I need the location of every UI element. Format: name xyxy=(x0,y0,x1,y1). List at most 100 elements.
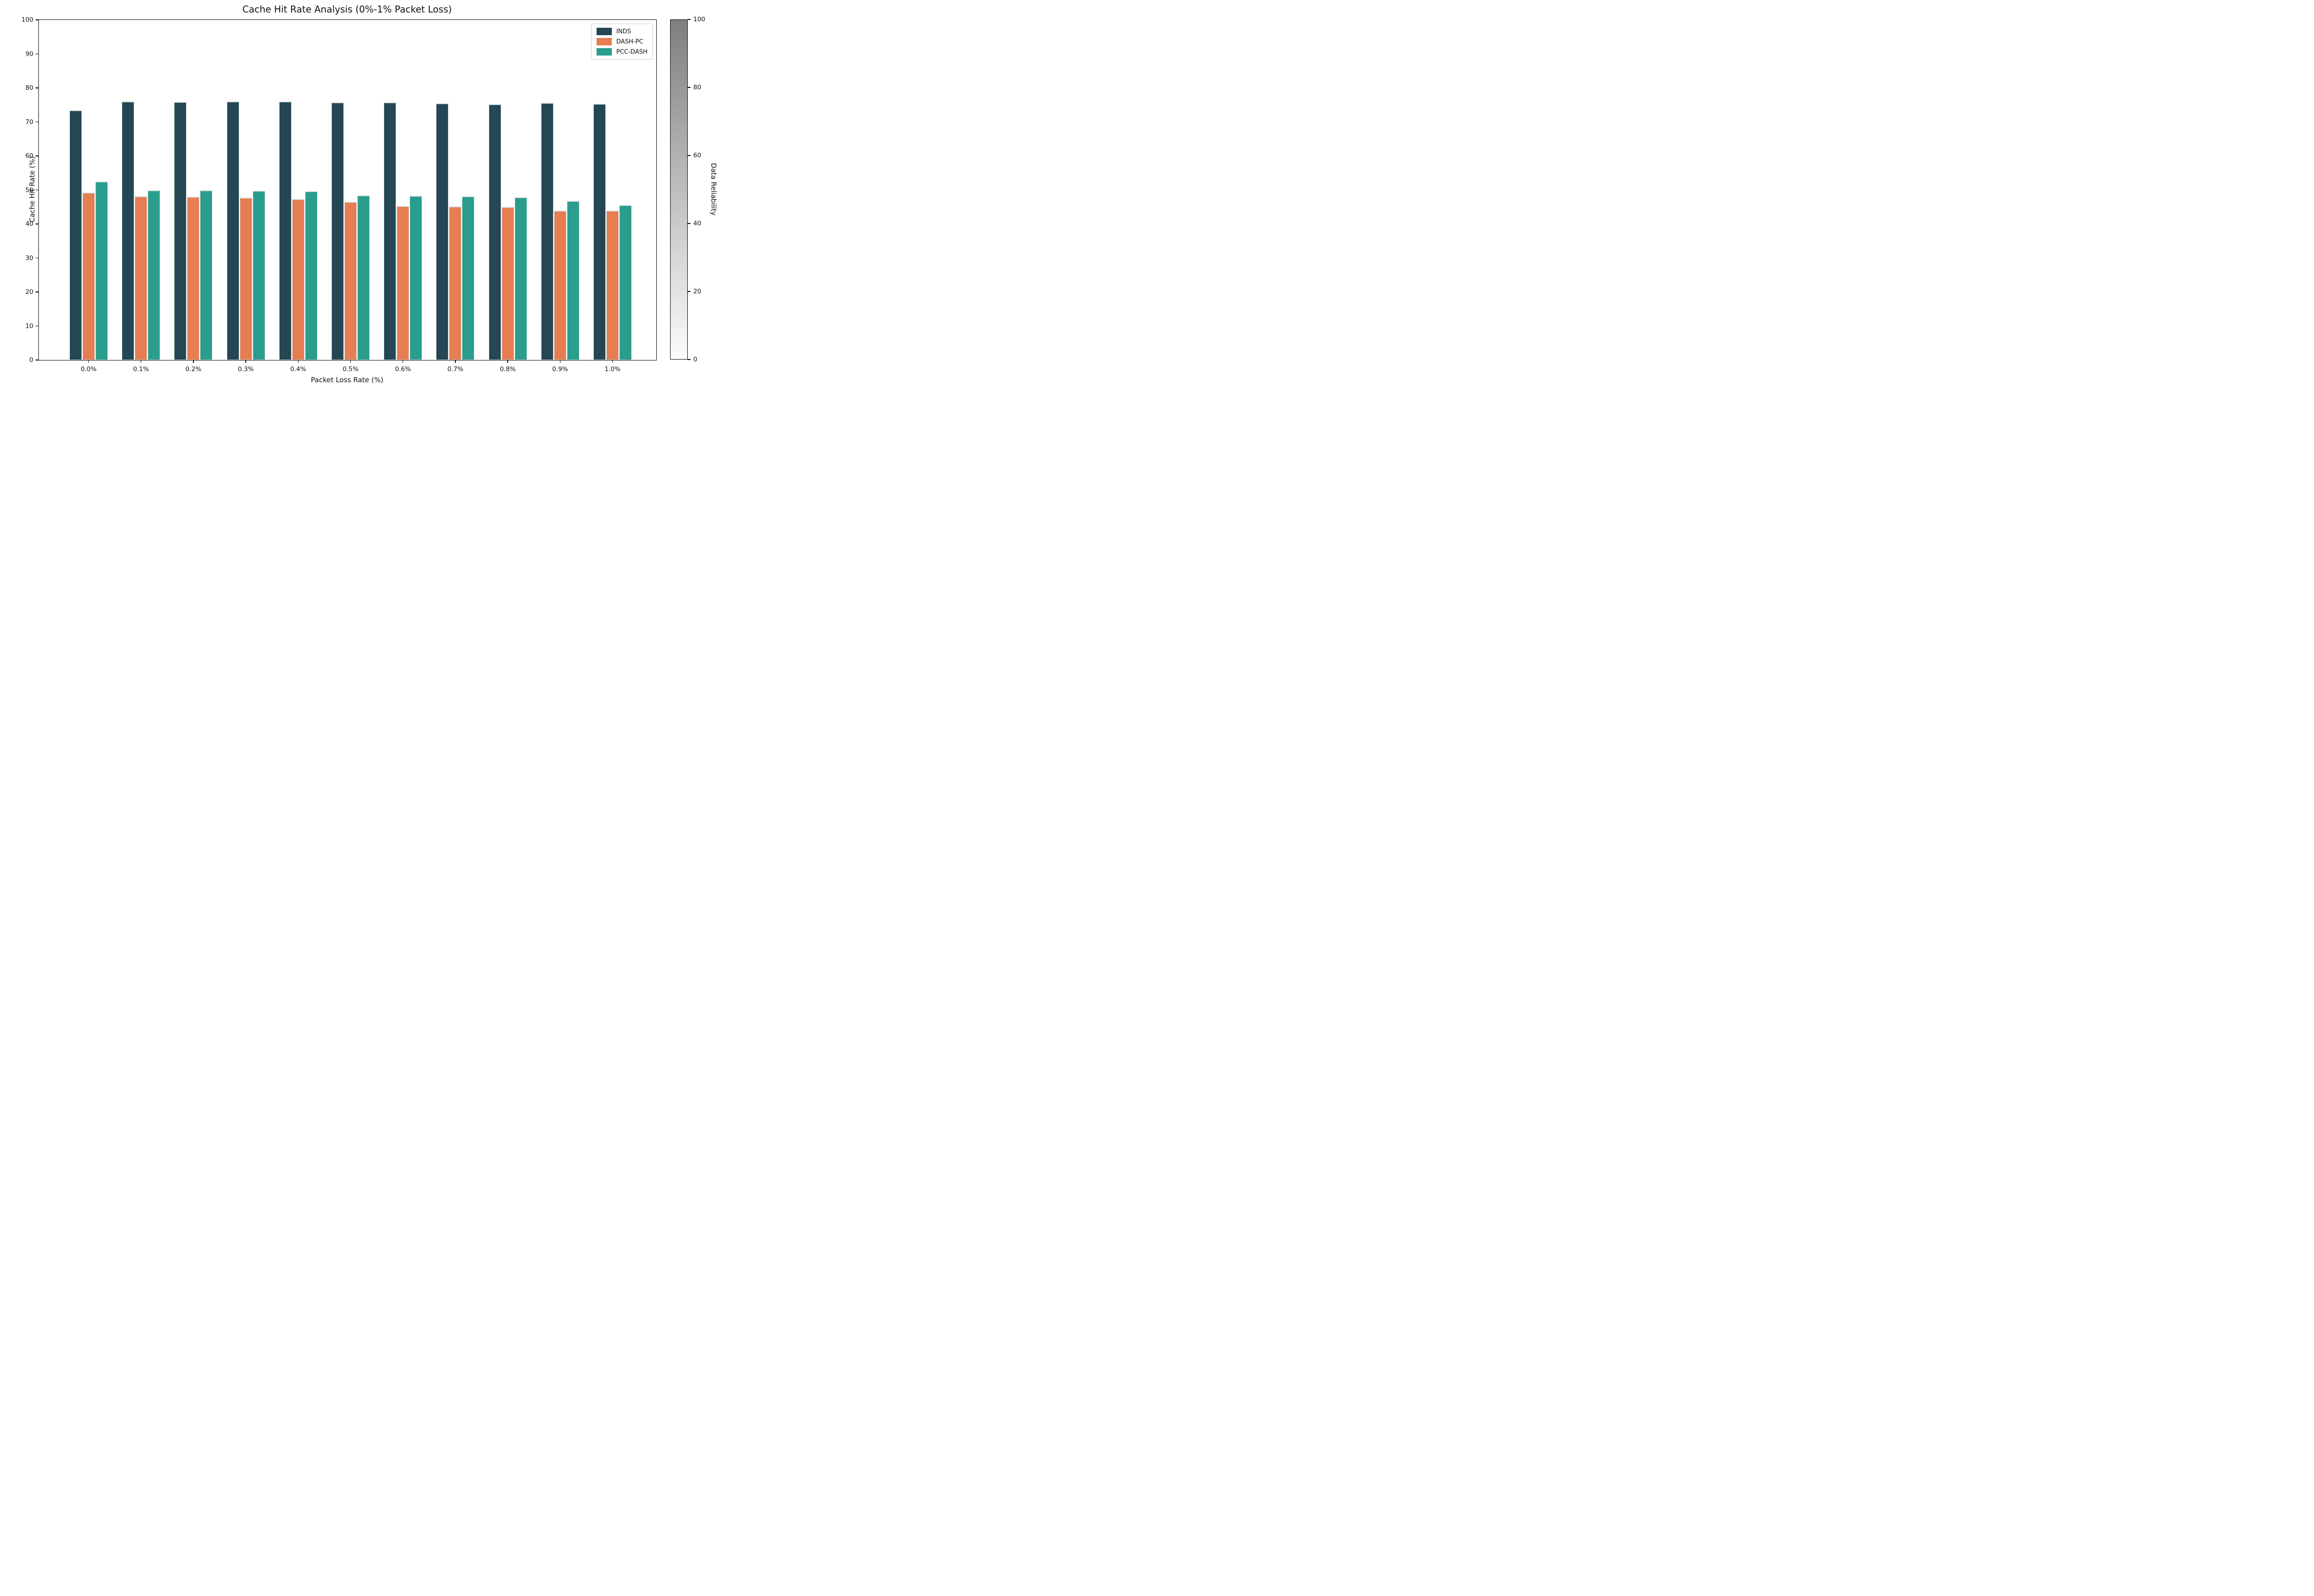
figure: Cache Hit Rate Analysis (0%-1% Packet Lo… xyxy=(0,0,726,391)
x-tick-mark xyxy=(298,360,299,363)
x-tick-label: 0.4% xyxy=(290,366,306,373)
bar-dash-pc-0.8% xyxy=(501,206,514,360)
x-tick-label: 0.7% xyxy=(447,366,464,373)
x-tick-label: 0.2% xyxy=(185,366,202,373)
bar-dash-pc-0.3% xyxy=(239,197,252,360)
bar-pcc-dash-0.9% xyxy=(566,201,579,360)
legend-label: DASH-PC xyxy=(616,38,643,45)
colorbar-tick-mark xyxy=(688,223,690,224)
y-tick-mark xyxy=(36,155,38,156)
bar-inds-0.6% xyxy=(384,102,397,360)
colorbar-tick-label: 80 xyxy=(693,84,702,91)
bar-pcc-dash-0.7% xyxy=(462,196,475,360)
y-tick-mark xyxy=(36,325,38,327)
bar-inds-0.1% xyxy=(122,101,135,360)
x-tick-mark xyxy=(612,360,613,363)
legend-label: PCC-DASH xyxy=(616,48,647,56)
legend-entry-inds: INDS xyxy=(596,28,647,35)
y-tick-label: 30 xyxy=(25,254,33,262)
bar-pcc-dash-1.0% xyxy=(619,205,632,360)
bar-pcc-dash-0.5% xyxy=(357,195,370,360)
plot-area: 0 10 20 30 40 50 60 70 80 90 100 0.0% 0.1% 0.2% 0.3% 0.… xyxy=(21,16,657,373)
x-tick-mark xyxy=(193,360,194,363)
x-tick-label: 0.6% xyxy=(395,366,411,373)
x-tick-mark xyxy=(455,360,456,363)
y-tick-mark xyxy=(36,257,38,259)
bar-dash-pc-1.0% xyxy=(606,211,619,360)
x-tick-mark xyxy=(350,360,351,363)
bar-pcc-dash-0.2% xyxy=(200,190,213,360)
bar-inds-0.3% xyxy=(226,101,239,360)
bar-inds-0.2% xyxy=(174,102,187,360)
bar-pcc-dash-0.8% xyxy=(514,197,527,360)
colorbar xyxy=(670,19,688,360)
x-tick-label: 0.9% xyxy=(552,366,568,373)
legend-label: INDS xyxy=(616,28,631,35)
y-tick-label: 40 xyxy=(25,220,33,228)
bar-inds-1.0% xyxy=(593,103,606,360)
x-tick-label: 0.5% xyxy=(342,366,359,373)
legend-swatch-icon xyxy=(596,28,612,35)
bar-dash-pc-0.2% xyxy=(187,197,200,360)
y-tick-label: 10 xyxy=(25,322,33,330)
legend-swatch-icon xyxy=(596,38,612,45)
y-tick-label: 100 xyxy=(21,16,33,24)
colorbar-tick-mark xyxy=(688,291,690,292)
legend: INDS DASH-PC PCC-DASH xyxy=(591,24,653,60)
bar-pcc-dash-0.0% xyxy=(95,181,108,360)
bar-pcc-dash-0.3% xyxy=(252,190,265,360)
colorbar-tick-mark xyxy=(688,87,690,88)
y-tick-mark xyxy=(36,121,38,123)
y-tick-label: 90 xyxy=(25,50,33,58)
x-tick-mark xyxy=(245,360,246,363)
bar-dash-pc-0.5% xyxy=(344,201,357,360)
x-tick-mark xyxy=(402,360,404,363)
x-tick-mark xyxy=(88,360,89,363)
legend-entry-dash-pc: DASH-PC xyxy=(596,38,647,45)
bar-dash-pc-0.7% xyxy=(449,206,462,360)
y-tick-label: 0 xyxy=(29,356,33,364)
colorbar-tick-label: 40 xyxy=(693,220,702,227)
bar-pcc-dash-0.6% xyxy=(410,196,423,360)
x-tick-label: 1.0% xyxy=(604,366,621,373)
y-tick-label: 80 xyxy=(25,84,33,92)
colorbar-tick-mark xyxy=(688,155,690,156)
x-tick-label: 0.8% xyxy=(499,366,516,373)
bar-inds-0.7% xyxy=(436,103,449,360)
x-tick-label: 0.1% xyxy=(133,366,149,373)
bar-inds-0.9% xyxy=(541,103,554,360)
bar-pcc-dash-0.1% xyxy=(148,190,161,360)
y-tick-mark xyxy=(36,53,38,55)
colorbar-tick-mark xyxy=(688,19,690,20)
y-tick-label: 60 xyxy=(25,152,33,160)
bar-dash-pc-0.4% xyxy=(292,199,305,360)
colorbar-tick-mark xyxy=(688,359,690,360)
x-tick-mark xyxy=(560,360,561,363)
x-axis-label: Packet Loss Rate (%) xyxy=(311,376,384,384)
legend-entry-pcc-dash: PCC-DASH xyxy=(596,48,647,56)
bar-inds-0.8% xyxy=(488,104,501,360)
y-tick-label: 20 xyxy=(25,288,33,296)
bar-inds-0.5% xyxy=(331,102,344,360)
bar-inds-0.4% xyxy=(279,101,292,360)
x-tick-mark xyxy=(507,360,508,363)
y-tick-mark xyxy=(36,19,38,20)
bar-dash-pc-0.6% xyxy=(397,206,410,360)
y-tick-mark xyxy=(36,189,38,191)
bar-inds-0.0% xyxy=(69,110,82,360)
y-tick-mark xyxy=(36,87,38,88)
colorbar-tick-label: 0 xyxy=(693,356,697,363)
y-tick-label: 70 xyxy=(25,118,33,126)
colorbar-tick-label: 60 xyxy=(693,152,702,159)
y-tick-label: 50 xyxy=(25,186,33,194)
colorbar-label: Data Reliability xyxy=(709,163,718,216)
chart-title: Cache Hit Rate Analysis (0%-1% Packet Lo… xyxy=(242,4,452,15)
bar-dash-pc-0.0% xyxy=(82,192,95,360)
bar-pcc-dash-0.4% xyxy=(305,191,317,360)
bar-dash-pc-0.1% xyxy=(135,196,148,360)
colorbar-tick-label: 20 xyxy=(693,288,702,295)
colorbar-tick-label: 100 xyxy=(693,16,705,23)
x-tick-label: 0.0% xyxy=(81,366,97,373)
bar-dash-pc-0.9% xyxy=(554,210,566,360)
legend-swatch-icon xyxy=(596,48,612,56)
